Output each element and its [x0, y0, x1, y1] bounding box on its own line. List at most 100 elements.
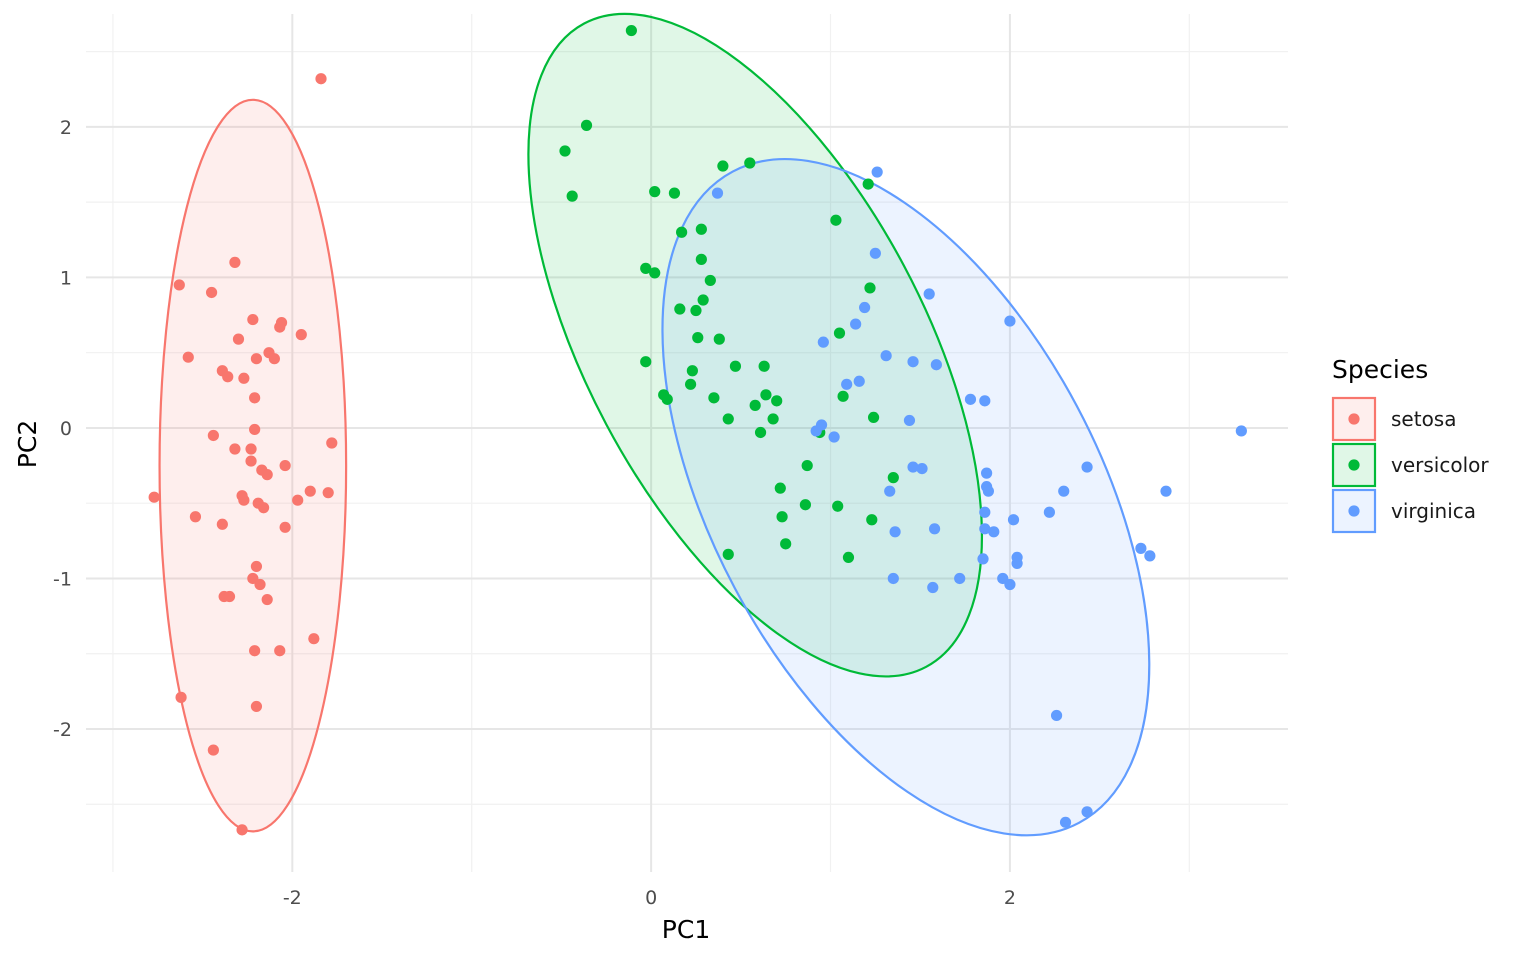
- virginica-point: [1043, 506, 1055, 518]
- versicolor-point: [692, 332, 704, 344]
- versicolor-ellipse-fill: [528, 13, 982, 677]
- virginica-point: [1007, 514, 1020, 526]
- setosa-ellipse: [158, 98, 348, 833]
- versicolor-point: [722, 413, 734, 425]
- setosa-point: [249, 423, 261, 436]
- virginica-point: [1144, 550, 1156, 562]
- virginica-point: [981, 467, 993, 479]
- versicolor-point: [668, 187, 681, 199]
- x-axis-tick-labels: -2 0 2: [283, 887, 1016, 909]
- setosa-point: [232, 333, 245, 345]
- setosa-point: [279, 459, 291, 472]
- virginica-point: [1081, 461, 1093, 473]
- virginica-point: [887, 572, 899, 585]
- setosa-point: [279, 521, 291, 533]
- setosa-point: [223, 590, 236, 603]
- setosa-point: [308, 633, 320, 645]
- virginica-point: [817, 336, 829, 348]
- legend-items: setosa versicolor virginica: [1331, 396, 1489, 534]
- versicolor-point: [704, 274, 716, 287]
- versicolor-point: [649, 186, 661, 198]
- virginica-point: [1160, 485, 1172, 497]
- setosa-point: [249, 392, 261, 404]
- virginica-point: [988, 526, 1000, 538]
- setosa-point: [238, 372, 250, 384]
- setosa-point: [247, 313, 259, 326]
- virginica-point: [810, 425, 822, 437]
- versicolor-point: [832, 500, 844, 512]
- setosa-point: [189, 511, 202, 523]
- setosa-point: [268, 353, 280, 365]
- virginica-point: [880, 350, 892, 362]
- versicolor-point: [676, 226, 688, 238]
- versicolor-point: [580, 119, 593, 131]
- virginica-point: [982, 485, 994, 497]
- virginica-point: [850, 318, 862, 330]
- virginica-point: [930, 359, 942, 371]
- versicolor-point: [717, 160, 729, 172]
- y-tick-label: 0: [60, 418, 72, 440]
- setosa-point: [207, 744, 219, 756]
- virginica-point: [916, 462, 928, 475]
- virginica-point: [927, 581, 939, 594]
- setosa-point: [249, 645, 261, 657]
- major-gridlines: [86, 14, 1288, 872]
- setosa-point: [245, 443, 257, 455]
- y-tick-label: -1: [53, 568, 72, 590]
- setosa-point: [304, 485, 316, 497]
- virginica-ellipse: [661, 158, 1151, 837]
- versicolor-point: [758, 360, 770, 372]
- setosa-point: [245, 455, 257, 467]
- versicolor-point: [722, 548, 734, 560]
- virginica-point: [1135, 542, 1147, 554]
- virginica-point: [928, 523, 941, 535]
- y-tick-label: 2: [60, 117, 72, 139]
- setosa-point: [229, 256, 241, 268]
- versicolor-point: [767, 413, 779, 425]
- virginica-point: [954, 572, 966, 585]
- virginica-point: [871, 166, 883, 178]
- virginica-point: [869, 247, 881, 259]
- versicolor-point: [661, 393, 673, 405]
- versicolor-point: [684, 378, 697, 390]
- versicolor-point: [842, 551, 855, 564]
- virginica-point: [1059, 816, 1072, 828]
- x-tick-label: -2: [283, 887, 302, 909]
- x-tick-label: 0: [645, 887, 657, 909]
- versicolor-point: [744, 157, 756, 169]
- virginica-point: [979, 395, 991, 407]
- setosa-point: [205, 286, 218, 299]
- versicolor-point: [801, 459, 813, 472]
- versicolor-point: [780, 538, 792, 550]
- virginica-point: [977, 553, 989, 565]
- minor-gridlines: [86, 14, 1288, 872]
- versicolor-point: [729, 360, 742, 372]
- setosa-point: [236, 824, 248, 836]
- setosa-point: [238, 494, 250, 506]
- versicolor-point: [837, 390, 849, 402]
- legend-label-versicolor: versicolor: [1391, 453, 1489, 477]
- setosa-point: [261, 593, 273, 606]
- virginica-point: [841, 378, 853, 390]
- versicolor-point: [566, 190, 578, 202]
- versicolor-point: [864, 282, 876, 294]
- virginica-point: [979, 506, 991, 518]
- legend-marker-versicolor: [1348, 459, 1360, 471]
- setosa-point: [173, 279, 185, 291]
- virginica-point: [907, 461, 919, 473]
- versicolor-point: [866, 514, 878, 526]
- versicolor-point: [625, 24, 637, 37]
- versicolor-point: [697, 294, 709, 306]
- versicolor-point: [833, 327, 846, 339]
- x-tick-label: 2: [1004, 887, 1016, 909]
- versicolor-point: [708, 392, 720, 404]
- versicolor-point: [867, 411, 880, 424]
- setosa-point: [216, 518, 228, 530]
- versicolor-point: [686, 365, 698, 377]
- versicolor-point: [749, 399, 761, 411]
- versicolor-point: [862, 178, 874, 190]
- versicolor-point: [754, 426, 767, 439]
- virginica-point: [923, 288, 935, 300]
- setosa-point: [175, 691, 187, 703]
